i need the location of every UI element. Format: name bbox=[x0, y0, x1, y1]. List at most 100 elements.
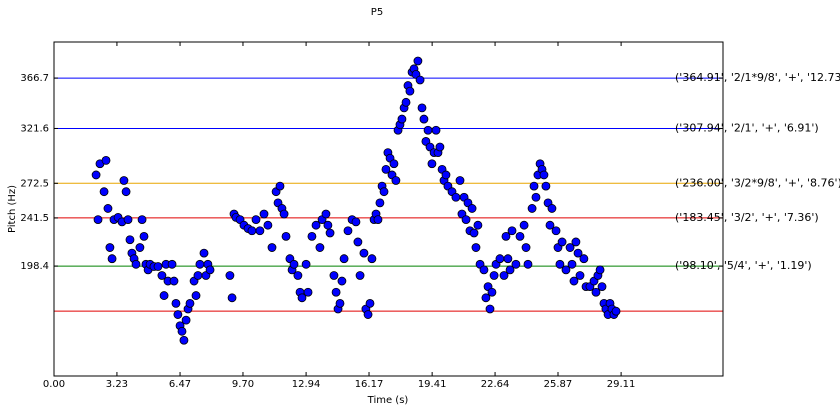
point bbox=[171, 298, 181, 308]
point bbox=[469, 228, 479, 238]
point bbox=[435, 142, 445, 152]
annotation: ('98.10', '5/4', '+', '1.19') bbox=[675, 259, 812, 272]
point bbox=[331, 287, 341, 297]
point bbox=[191, 291, 201, 300]
y-tick-label: 272.5 bbox=[20, 178, 49, 189]
point bbox=[227, 293, 237, 303]
point bbox=[521, 243, 531, 252]
point bbox=[359, 248, 369, 258]
point bbox=[527, 204, 537, 213]
point bbox=[579, 254, 589, 264]
point bbox=[379, 187, 389, 197]
point bbox=[289, 259, 299, 269]
point bbox=[375, 198, 385, 208]
x-tick-label: 12.94 bbox=[292, 379, 321, 390]
point bbox=[343, 226, 353, 236]
x-axis-label: Time (s) bbox=[367, 395, 409, 406]
chart-title: P5 bbox=[371, 7, 383, 18]
y-tick-label: 241.5 bbox=[20, 213, 49, 224]
point bbox=[515, 231, 525, 241]
point bbox=[93, 215, 103, 225]
point bbox=[177, 326, 187, 336]
point bbox=[91, 170, 101, 180]
point bbox=[247, 226, 257, 236]
annotation: ('307.94', '2/1', '+', '6.91') bbox=[675, 121, 819, 134]
point bbox=[157, 271, 167, 280]
point bbox=[569, 276, 579, 286]
point bbox=[595, 265, 605, 275]
point bbox=[471, 243, 481, 252]
point bbox=[495, 254, 505, 264]
point bbox=[511, 259, 521, 269]
point bbox=[355, 271, 365, 280]
point bbox=[315, 243, 325, 252]
y-tick-label: 198.4 bbox=[20, 261, 49, 272]
point bbox=[167, 259, 177, 269]
point bbox=[307, 231, 317, 241]
point bbox=[125, 235, 135, 245]
point bbox=[557, 237, 567, 247]
point bbox=[487, 287, 497, 297]
point bbox=[413, 56, 423, 66]
point bbox=[281, 231, 291, 241]
point bbox=[455, 176, 465, 185]
point bbox=[169, 276, 179, 286]
point bbox=[547, 204, 557, 213]
point bbox=[159, 291, 169, 300]
point bbox=[275, 181, 285, 191]
x-tick-label: 22.64 bbox=[481, 379, 510, 390]
point bbox=[503, 254, 513, 264]
point bbox=[205, 265, 215, 275]
point bbox=[473, 220, 483, 230]
point bbox=[311, 220, 321, 230]
point bbox=[391, 176, 401, 185]
point bbox=[363, 310, 373, 319]
point bbox=[373, 215, 383, 225]
annotation: ('364.91', '2/1*9/8', '+', '12.73') bbox=[675, 71, 840, 84]
point bbox=[131, 259, 141, 269]
point bbox=[297, 293, 307, 303]
point bbox=[181, 315, 191, 325]
point bbox=[431, 125, 441, 135]
point bbox=[267, 243, 277, 252]
point bbox=[153, 262, 163, 271]
point bbox=[419, 114, 429, 124]
y-tick-label: 321.6 bbox=[20, 123, 49, 134]
annotation: ('236.00', '3/2*9/8', '+', '8.76') bbox=[675, 176, 840, 189]
point bbox=[571, 237, 581, 247]
point bbox=[555, 259, 565, 269]
x-tick-label: 19.41 bbox=[418, 379, 447, 390]
point bbox=[303, 287, 313, 297]
point bbox=[565, 243, 575, 252]
x-tick-label: 6.47 bbox=[169, 379, 191, 390]
point bbox=[351, 217, 361, 227]
point bbox=[301, 259, 311, 269]
point bbox=[489, 271, 499, 280]
point bbox=[279, 209, 289, 219]
point bbox=[381, 164, 391, 174]
point bbox=[427, 159, 437, 169]
point bbox=[123, 215, 133, 225]
point bbox=[507, 226, 517, 236]
point bbox=[173, 310, 183, 319]
point bbox=[597, 282, 607, 292]
point bbox=[401, 97, 411, 107]
point bbox=[567, 259, 577, 269]
point bbox=[405, 86, 415, 96]
point bbox=[575, 271, 585, 280]
point bbox=[107, 254, 117, 264]
point bbox=[591, 287, 601, 297]
point bbox=[293, 271, 303, 280]
point bbox=[251, 215, 261, 225]
point bbox=[611, 306, 621, 316]
point bbox=[417, 103, 427, 113]
point bbox=[259, 209, 269, 219]
point bbox=[529, 181, 539, 191]
point bbox=[105, 243, 115, 252]
point bbox=[367, 254, 377, 264]
point bbox=[423, 125, 433, 135]
point bbox=[99, 187, 109, 197]
point bbox=[199, 248, 209, 258]
